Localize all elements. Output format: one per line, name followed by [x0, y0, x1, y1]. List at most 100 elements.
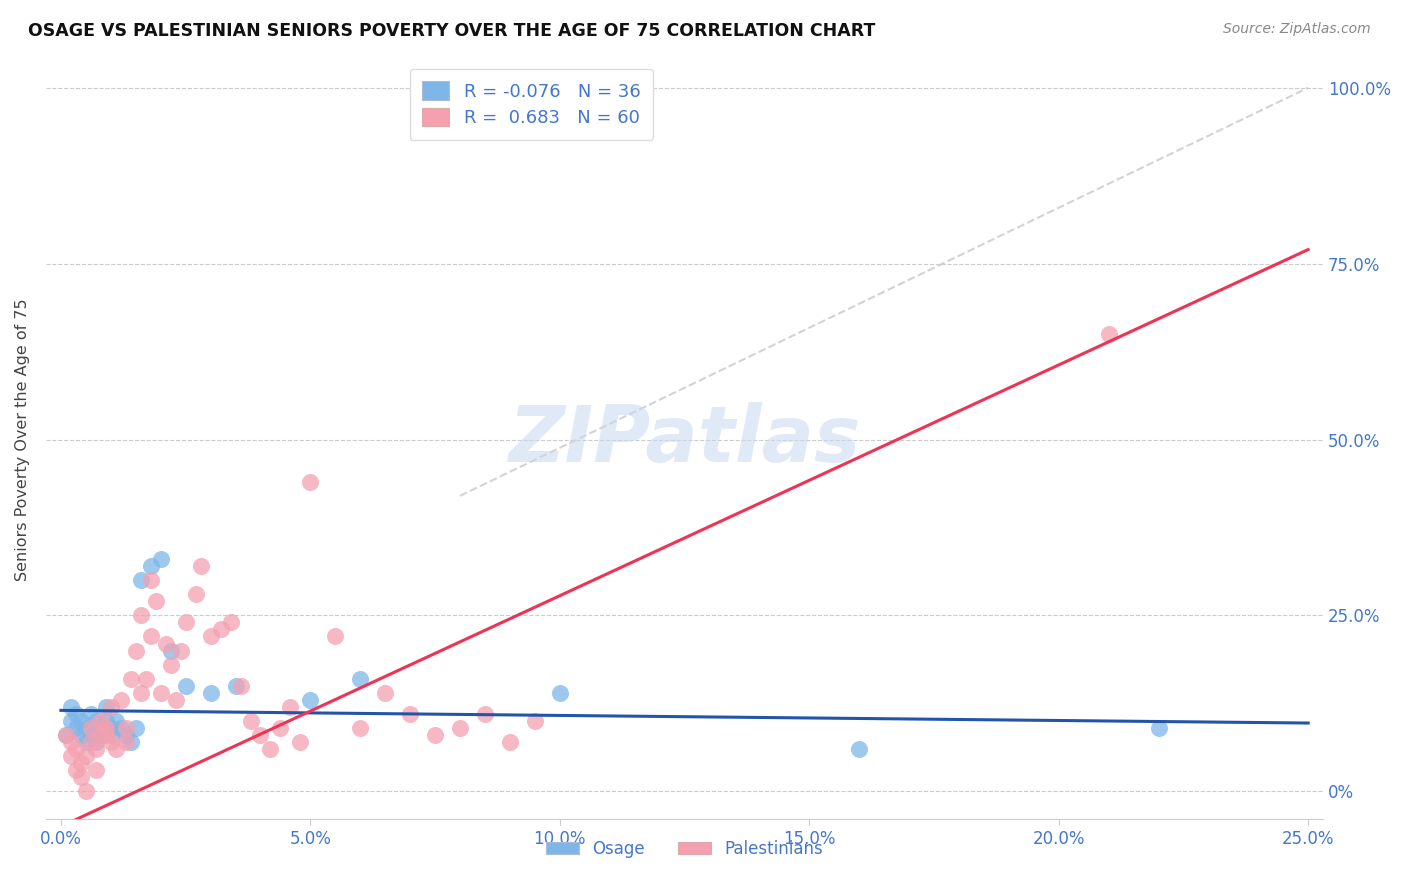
- Point: [1147, 721, 1170, 735]
- Point: [80, 735, 103, 749]
- Point: [129, 573, 152, 587]
- Point: [139, 559, 162, 574]
- Point: [70, 714, 93, 728]
- Point: [70, 756, 93, 771]
- Point: [84, 742, 107, 756]
- Point: [59, 749, 82, 764]
- Point: [280, 699, 302, 714]
- Point: [90, 721, 112, 735]
- Point: [120, 672, 142, 686]
- Point: [94, 728, 117, 742]
- Point: [80, 706, 103, 721]
- Point: [149, 686, 172, 700]
- Point: [75, 784, 97, 798]
- Point: [94, 699, 117, 714]
- Point: [184, 587, 207, 601]
- Point: [259, 742, 281, 756]
- Point: [209, 623, 232, 637]
- Point: [75, 735, 97, 749]
- Point: [80, 721, 103, 735]
- Y-axis label: Seniors Poverty Over the Age of 75: Seniors Poverty Over the Age of 75: [15, 298, 30, 581]
- Text: OSAGE VS PALESTINIAN SENIORS POVERTY OVER THE AGE OF 75 CORRELATION CHART: OSAGE VS PALESTINIAN SENIORS POVERTY OVE…: [28, 22, 876, 40]
- Point: [70, 728, 93, 742]
- Point: [59, 735, 82, 749]
- Point: [84, 735, 107, 749]
- Point: [225, 679, 247, 693]
- Text: Source: ZipAtlas.com: Source: ZipAtlas.com: [1223, 22, 1371, 37]
- Point: [423, 728, 446, 742]
- Point: [548, 686, 571, 700]
- Point: [75, 749, 97, 764]
- Point: [149, 552, 172, 566]
- Point: [299, 475, 322, 489]
- Point: [499, 735, 522, 749]
- Point: [474, 706, 496, 721]
- Point: [239, 714, 262, 728]
- Point: [219, 615, 242, 630]
- Point: [120, 735, 142, 749]
- Point: [90, 728, 112, 742]
- Point: [135, 672, 157, 686]
- Point: [65, 721, 87, 735]
- Point: [100, 728, 122, 742]
- Point: [848, 742, 870, 756]
- Point: [65, 706, 87, 721]
- Point: [125, 721, 148, 735]
- Point: [70, 770, 93, 784]
- Legend: Osage, Palestinians: Osage, Palestinians: [538, 833, 831, 864]
- Point: [104, 742, 127, 756]
- Point: [170, 643, 193, 657]
- Point: [55, 728, 77, 742]
- Point: [229, 679, 252, 693]
- Point: [159, 657, 181, 672]
- Point: [139, 630, 162, 644]
- Point: [290, 735, 312, 749]
- Point: [75, 721, 97, 735]
- Point: [139, 573, 162, 587]
- Point: [90, 728, 112, 742]
- Point: [269, 721, 291, 735]
- Text: ZIPatlas: ZIPatlas: [509, 401, 860, 477]
- Point: [94, 714, 117, 728]
- Point: [399, 706, 422, 721]
- Point: [80, 728, 103, 742]
- Point: [100, 721, 122, 735]
- Point: [104, 714, 127, 728]
- Point: [114, 735, 136, 749]
- Point: [1097, 326, 1119, 341]
- Point: [349, 721, 371, 735]
- Point: [110, 693, 132, 707]
- Point: [114, 721, 136, 735]
- Point: [200, 630, 222, 644]
- Point: [155, 636, 177, 650]
- Point: [323, 630, 346, 644]
- Point: [249, 728, 271, 742]
- Point: [59, 699, 82, 714]
- Point: [299, 693, 322, 707]
- Point: [65, 742, 87, 756]
- Point: [114, 728, 136, 742]
- Point: [129, 608, 152, 623]
- Point: [349, 672, 371, 686]
- Point: [110, 721, 132, 735]
- Point: [129, 686, 152, 700]
- Point: [84, 763, 107, 777]
- Point: [200, 686, 222, 700]
- Point: [159, 643, 181, 657]
- Point: [65, 763, 87, 777]
- Point: [100, 699, 122, 714]
- Point: [59, 714, 82, 728]
- Point: [145, 594, 167, 608]
- Point: [90, 714, 112, 728]
- Point: [374, 686, 396, 700]
- Point: [449, 721, 471, 735]
- Point: [174, 679, 197, 693]
- Point: [523, 714, 546, 728]
- Point: [190, 559, 212, 574]
- Point: [84, 714, 107, 728]
- Point: [125, 643, 148, 657]
- Point: [100, 735, 122, 749]
- Point: [55, 728, 77, 742]
- Point: [165, 693, 187, 707]
- Point: [94, 721, 117, 735]
